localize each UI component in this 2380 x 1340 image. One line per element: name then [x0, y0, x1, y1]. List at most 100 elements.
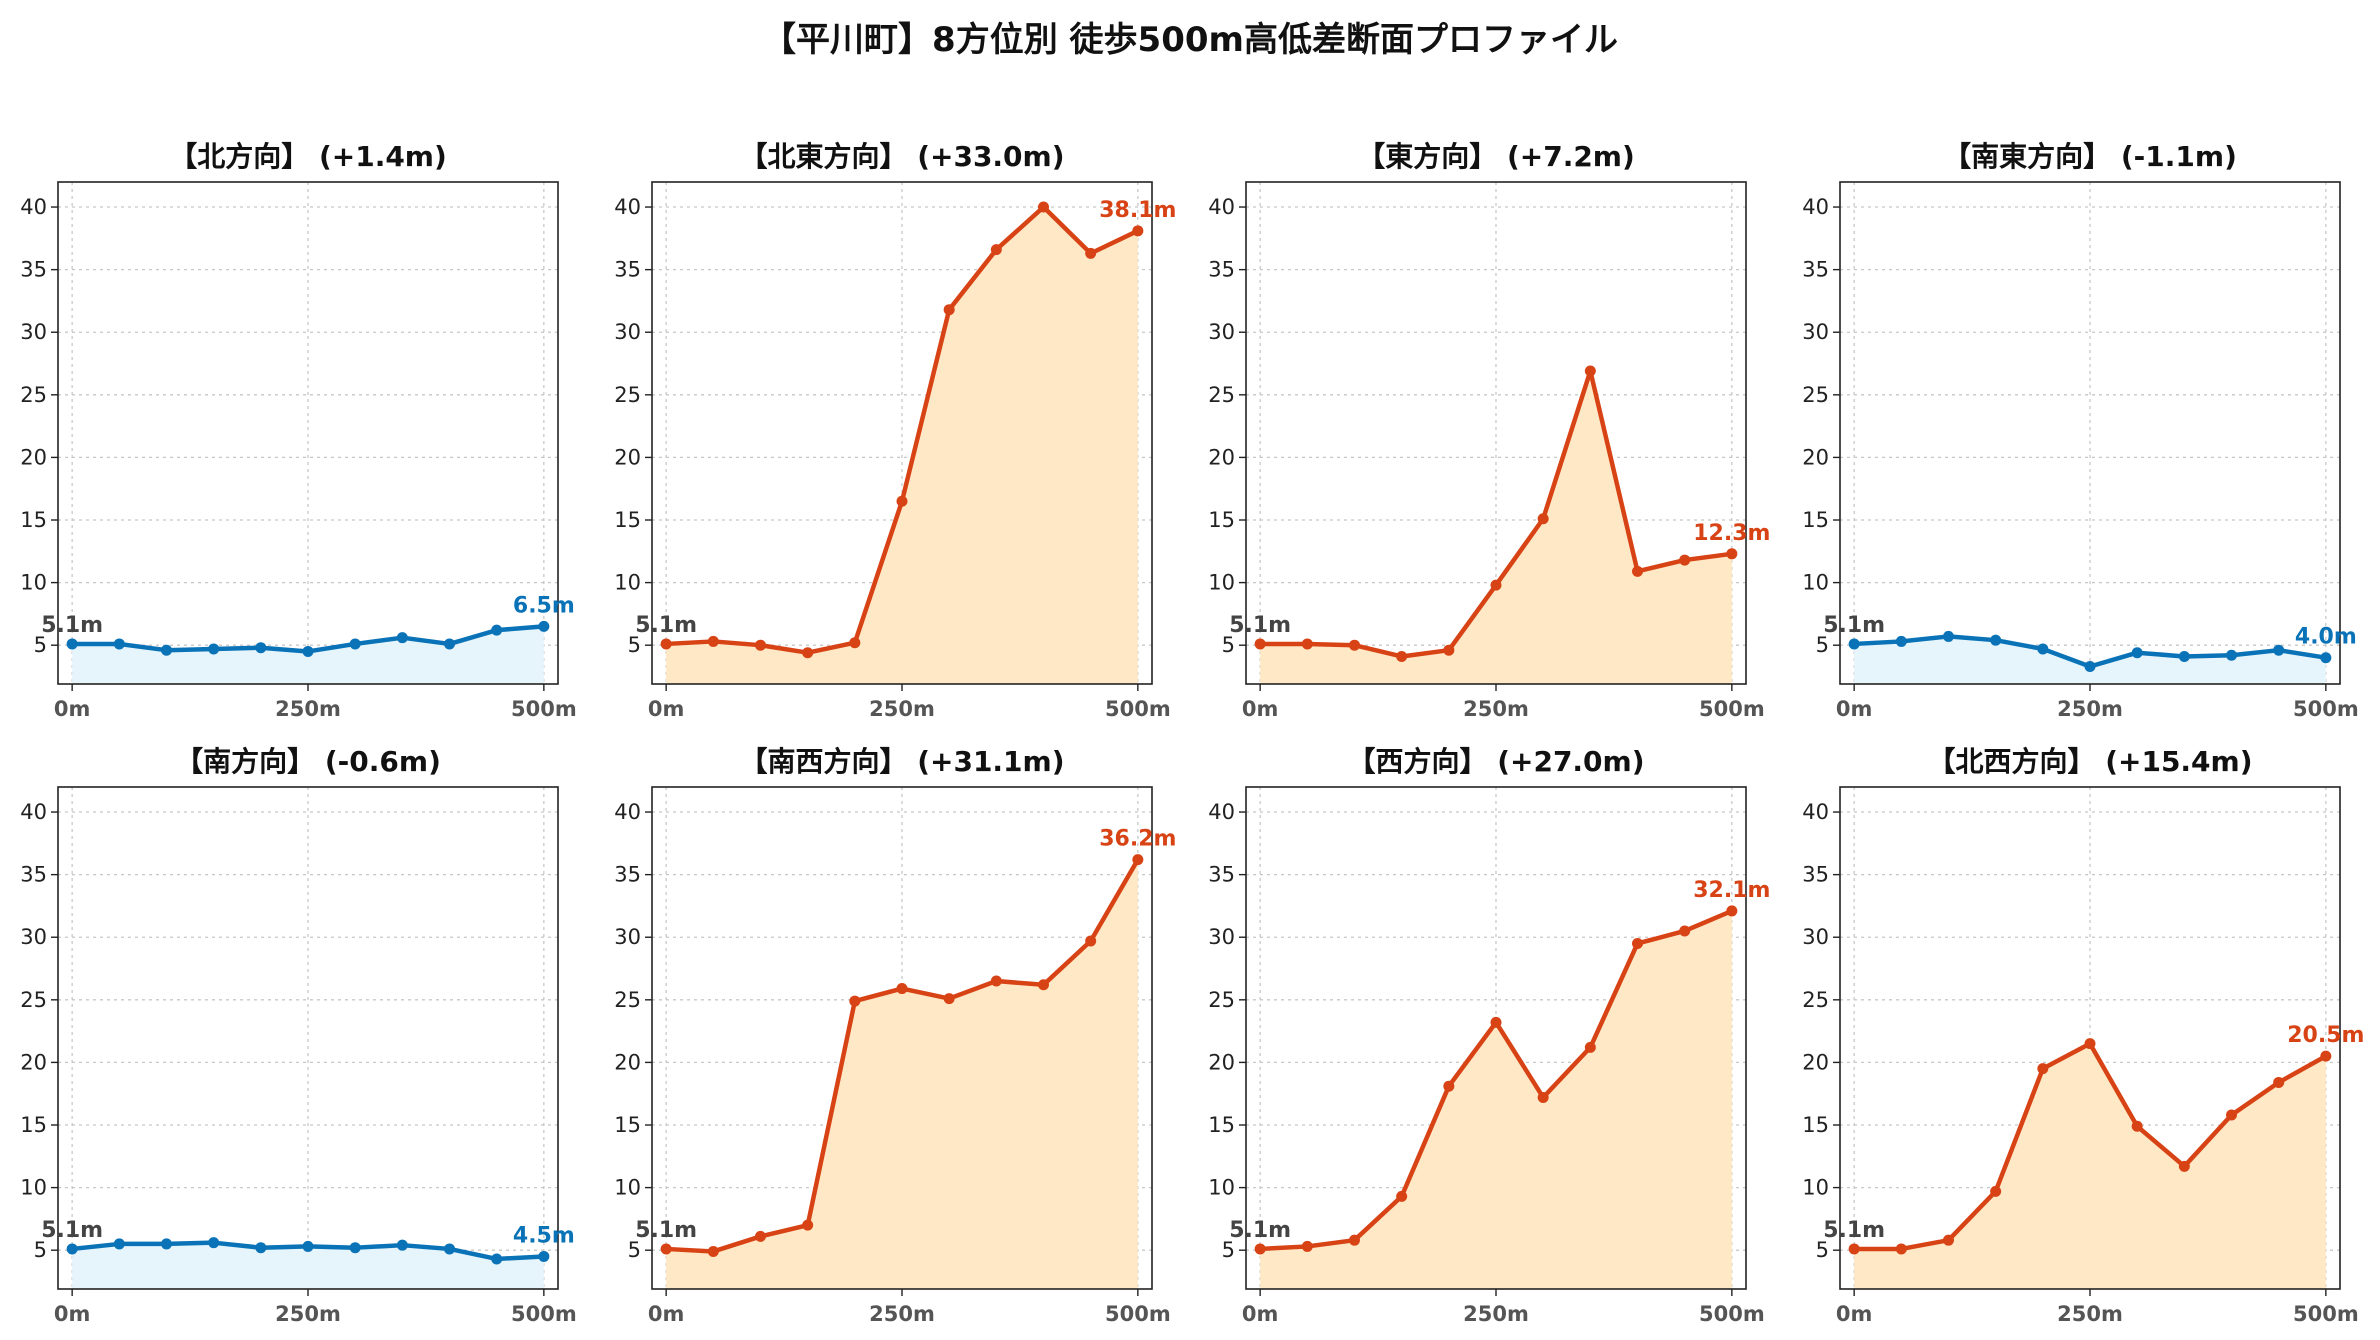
data-point [1942, 630, 1954, 642]
x-tick-label: 250m [1463, 1302, 1529, 1326]
data-point [1490, 579, 1502, 591]
data-point [491, 1253, 503, 1265]
y-tick-label: 15 [1802, 508, 1829, 532]
y-tick-label: 10 [1802, 1176, 1829, 1200]
y-tick-label: 35 [1208, 258, 1235, 282]
data-point [1132, 225, 1144, 237]
data-point [255, 642, 267, 654]
y-tick-label: 10 [1802, 571, 1829, 595]
y-tick-label: 15 [614, 508, 641, 532]
data-point [349, 1242, 361, 1254]
end-value-label: 20.5m [2287, 1023, 2364, 1048]
y-tick-label: 10 [20, 571, 47, 595]
x-tick-label: 500m [1699, 697, 1765, 721]
y-tick-label: 40 [1802, 800, 1829, 824]
panel-title: 【北西方向】 (+15.4m) [1927, 745, 2252, 778]
data-point [1348, 639, 1360, 651]
data-point [2178, 1160, 2190, 1172]
y-tick-label: 30 [1802, 925, 1829, 949]
y-tick-label: 40 [614, 800, 641, 824]
y-tick-label: 40 [1208, 800, 1235, 824]
data-point [896, 983, 908, 995]
x-tick-label: 500m [1105, 1302, 1171, 1326]
start-value-label: 5.1m [1823, 1218, 1885, 1243]
y-tick-label: 40 [1802, 195, 1829, 219]
y-tick-label: 10 [614, 571, 641, 595]
chart-panel-5: 【南西方向】 (+31.1m) 5 10 15 20 25 30 35 40 0m 250m 500m… [614, 745, 1176, 1326]
end-value-label: 38.1m [1099, 198, 1176, 223]
data-point [802, 647, 814, 659]
data-point [396, 1239, 408, 1251]
data-point [1396, 1190, 1408, 1202]
end-value-label: 32.1m [1693, 878, 1770, 903]
y-tick-label: 25 [614, 988, 641, 1012]
y-tick-label: 10 [1208, 571, 1235, 595]
chart-panel-6: 【西方向】 (+27.0m) 5 10 15 20 25 30 35 40 0m 250m 500m 5… [1208, 745, 1770, 1326]
data-point [2084, 660, 2096, 672]
x-tick-label: 500m [511, 697, 577, 721]
plot-frame [1839, 181, 2341, 685]
chart-panel-4: 【南方向】 (-0.6m) 5 10 15 20 25 30 35 40 0m 250m 500m 5.… [20, 745, 576, 1326]
y-tick-label: 20 [1802, 1050, 1829, 1074]
chart-panel-0: 【北方向】 (+1.4m) 5 10 15 20 25 30 35 40 0m 250m 500m 5.… [20, 140, 576, 721]
data-point [2131, 647, 2143, 659]
data-point [444, 1243, 456, 1255]
data-point [2273, 644, 2285, 656]
data-point [444, 638, 456, 650]
data-point [160, 644, 172, 656]
data-point [707, 1245, 719, 1257]
x-tick-label: 0m [1836, 1302, 1873, 1326]
y-tick-label: 5 [628, 1238, 641, 1262]
x-tick-label: 0m [54, 697, 91, 721]
y-tick-label: 15 [1208, 1113, 1235, 1137]
data-point [2037, 643, 2049, 655]
y-tick-label: 40 [20, 195, 47, 219]
data-point [2178, 650, 2190, 662]
data-point [113, 638, 125, 650]
data-point [660, 1243, 672, 1255]
data-point [1632, 937, 1644, 949]
data-point [1848, 638, 1860, 650]
panel-title: 【南東方向】 (-1.1m) [1943, 140, 2237, 173]
data-point [1038, 979, 1050, 991]
y-tick-label: 15 [1802, 1113, 1829, 1137]
data-point [1254, 638, 1266, 650]
y-tick-label: 10 [1208, 1176, 1235, 1200]
x-tick-label: 500m [511, 1302, 577, 1326]
data-point [1632, 565, 1644, 577]
chart-panel-1: 【北東方向】 (+33.0m) 5 10 15 20 25 30 35 40 0m 250m 500m… [614, 140, 1176, 721]
panel-title: 【北方向】 (+1.4m) [169, 140, 447, 173]
y-tick-label: 5 [34, 1238, 47, 1262]
y-tick-label: 35 [1802, 863, 1829, 887]
x-tick-label: 250m [2057, 697, 2123, 721]
y-tick-label: 25 [20, 383, 47, 407]
data-point [754, 639, 766, 651]
chart-panel-7: 【北西方向】 (+15.4m) 5 10 15 20 25 30 35 40 0m 250m 500m… [1802, 745, 2364, 1326]
data-point [1085, 247, 1097, 259]
data-point [208, 643, 220, 655]
data-point [396, 632, 408, 644]
data-point [943, 304, 955, 316]
y-tick-label: 15 [20, 1113, 47, 1137]
area-fill [1854, 1043, 2326, 1289]
data-point [660, 638, 672, 650]
y-tick-label: 30 [1208, 925, 1235, 949]
panel-title: 【南方向】 (-0.6m) [175, 745, 441, 778]
y-tick-label: 5 [628, 633, 641, 657]
data-point [990, 244, 1002, 256]
data-point [349, 638, 361, 650]
data-point [1895, 1243, 1907, 1255]
data-point [1038, 201, 1050, 213]
y-tick-label: 20 [1208, 445, 1235, 469]
y-tick-label: 10 [614, 1176, 641, 1200]
data-point [1584, 1041, 1596, 1053]
panel-title: 【東方向】 (+7.2m) [1357, 140, 1635, 173]
data-point [1895, 635, 1907, 647]
data-point [1396, 650, 1408, 662]
start-value-label: 5.1m [1229, 613, 1291, 638]
data-point [1942, 1234, 1954, 1246]
start-value-label: 5.1m [41, 613, 103, 638]
area-fill [1260, 910, 1732, 1289]
data-point [160, 1238, 172, 1250]
